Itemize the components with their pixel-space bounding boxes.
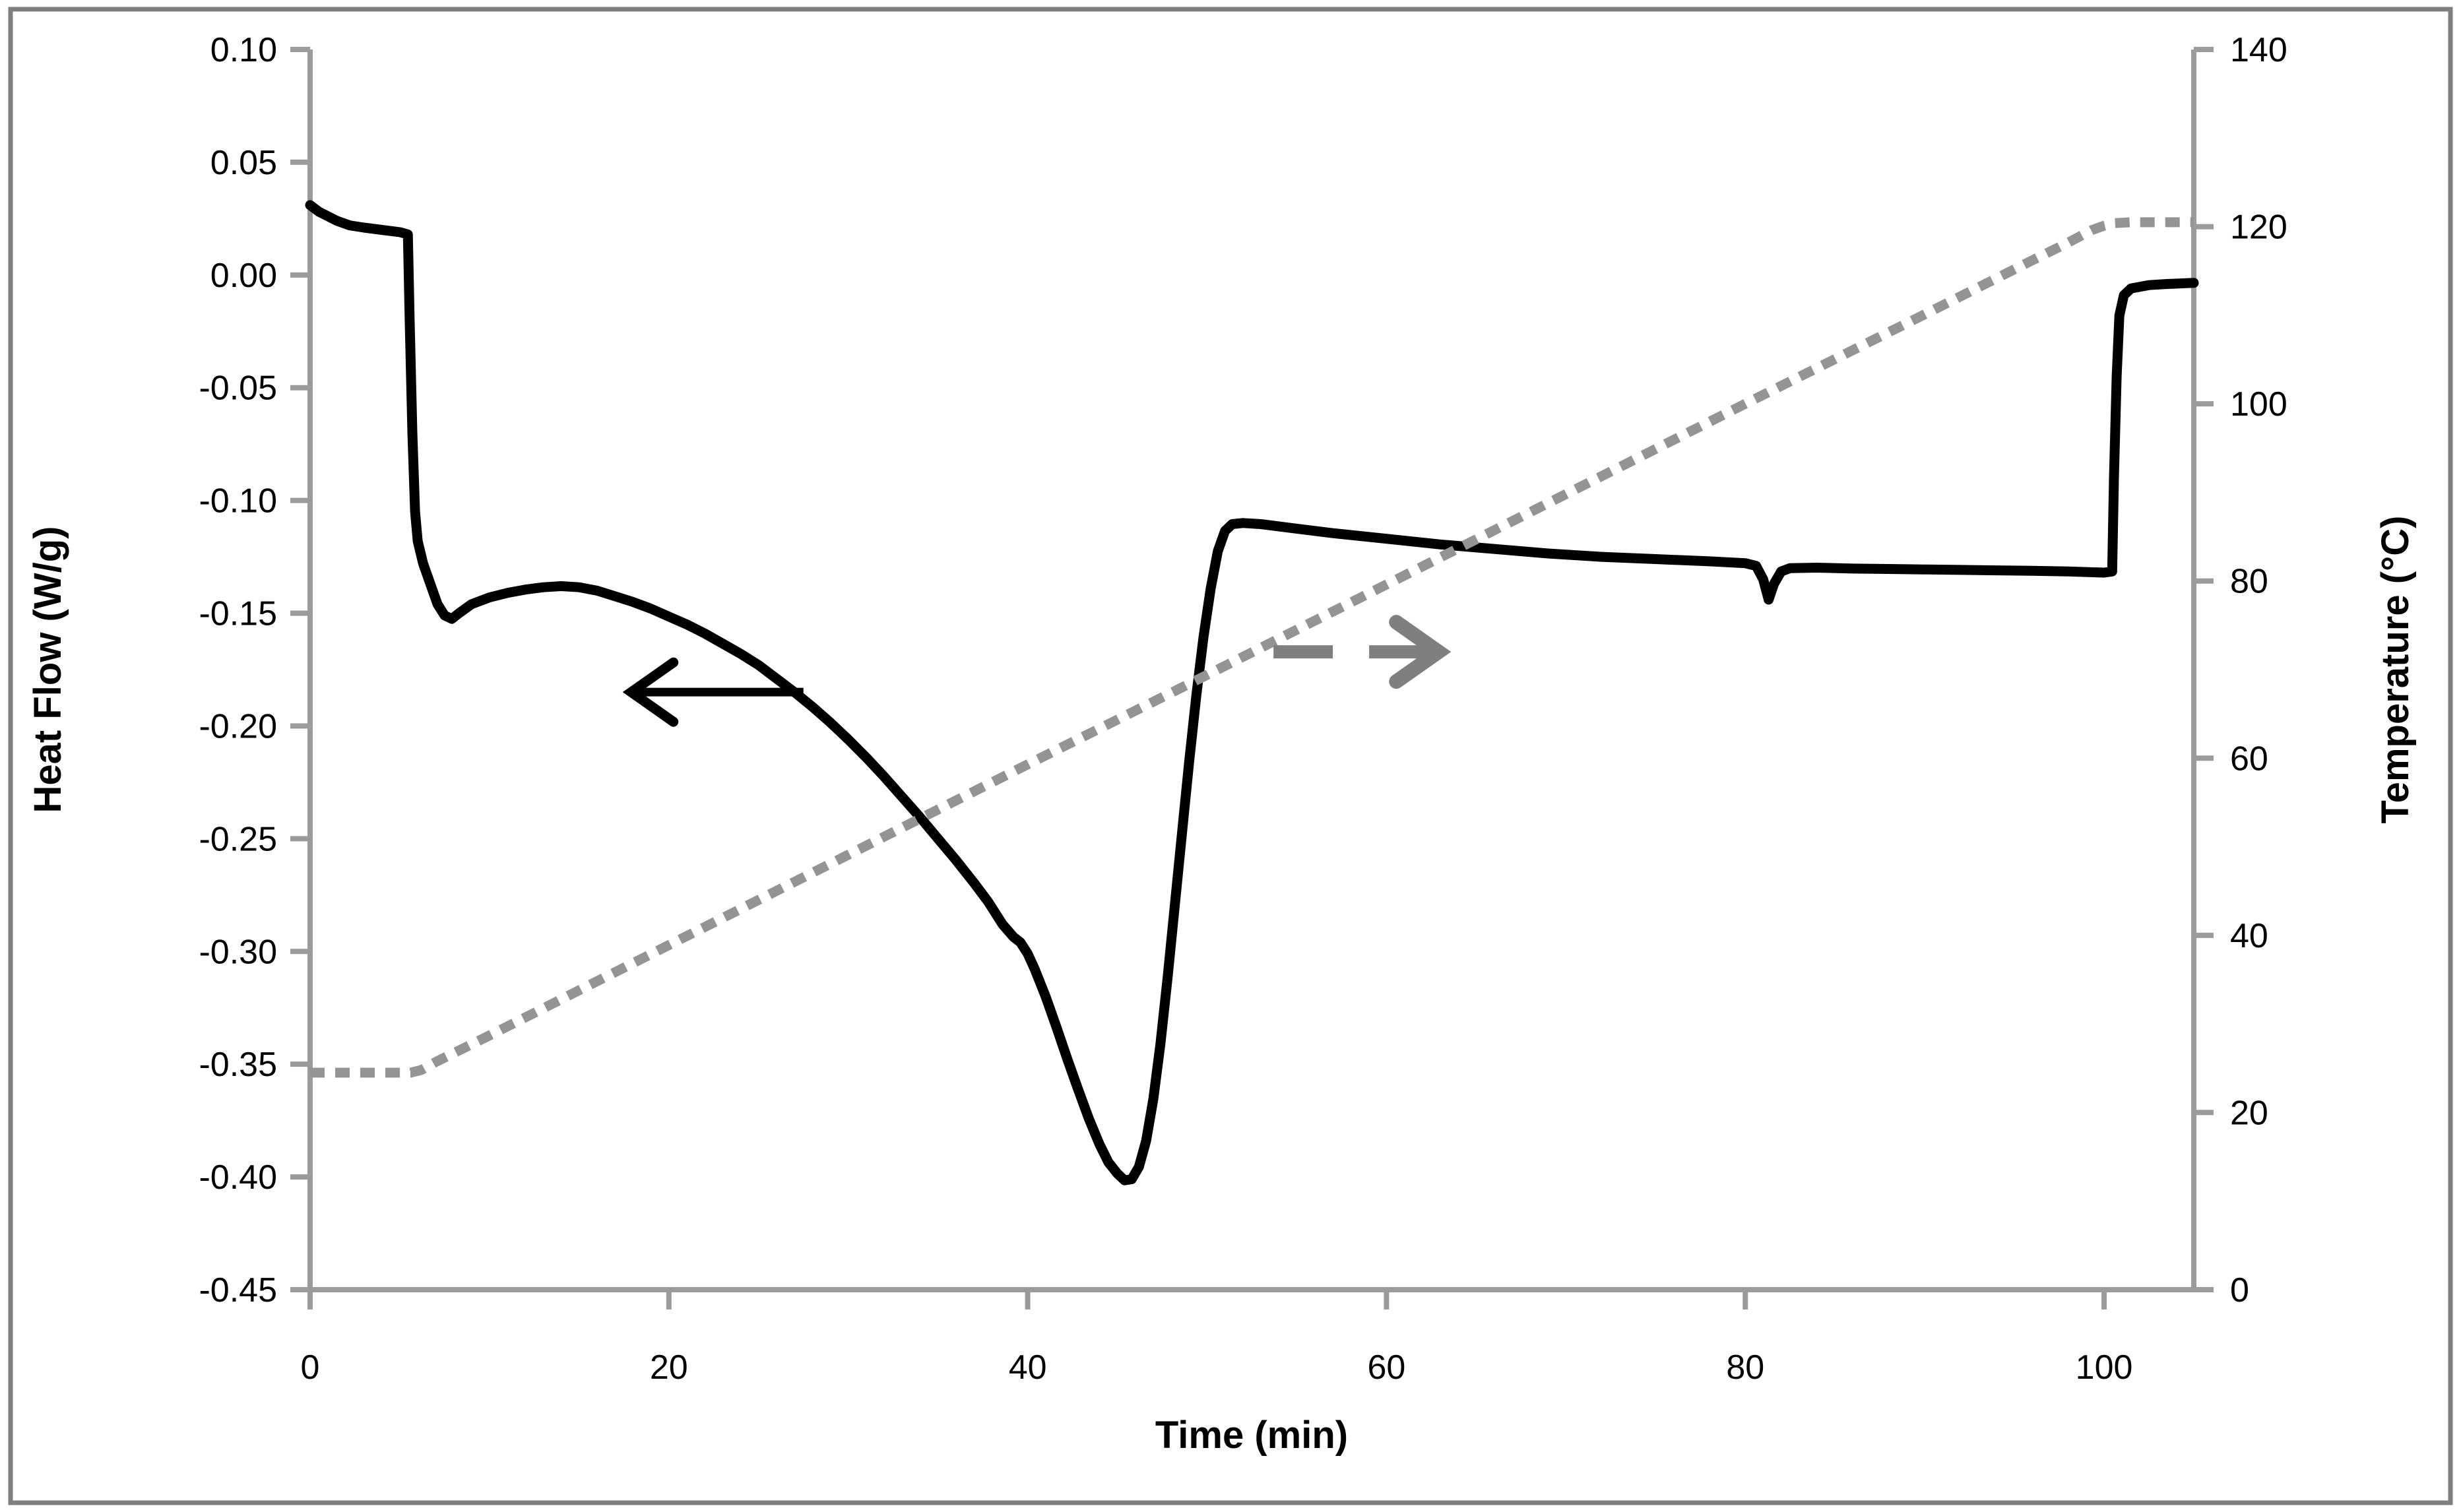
series-layer — [305, 200, 2199, 1185]
y-right-tick-label: 80 — [2230, 563, 2268, 601]
y-right-tick-label: 140 — [2230, 31, 2287, 69]
y-left-tick-label: -0.10 — [199, 482, 277, 520]
y-right-tick-label: 120 — [2230, 208, 2287, 247]
x-tick-label: 0 — [301, 1348, 320, 1387]
temperature-axis-arrow — [1273, 615, 1452, 689]
y-left-tick-label: 0.10 — [210, 31, 277, 69]
heat-flow-axis-arrow-head — [622, 657, 679, 727]
left-y-axis-title: Heat Flow (W/g) — [26, 526, 69, 813]
x-tick-label: 100 — [2076, 1348, 2133, 1387]
right-y-axis-title: Temperature (°C) — [2374, 516, 2417, 824]
y-left-tick-label: 0.00 — [210, 257, 277, 295]
y-left-tick-label: -0.05 — [199, 369, 277, 408]
temperature-axis-arrow-head — [1389, 615, 1452, 689]
y-right-tick-label: 40 — [2230, 917, 2268, 955]
y-left-tick-label: 0.05 — [210, 144, 277, 182]
y-right-tick-label: 0 — [2230, 1271, 2249, 1309]
heat-flow-axis-arrow — [622, 657, 804, 727]
y-left-tick-label: -0.15 — [199, 595, 277, 633]
y-left-tick-label: -0.25 — [199, 820, 277, 858]
heat-flow-curve — [305, 200, 2199, 1185]
x-tick-label: 80 — [1726, 1348, 1764, 1387]
y-right-tick-label: 60 — [2230, 740, 2268, 778]
x-axis-title: Time (min) — [1155, 1414, 1348, 1457]
y-left-tick-label: -0.30 — [199, 933, 277, 971]
x-tick-label: 60 — [1368, 1348, 1406, 1387]
annotation-layer — [622, 615, 1452, 727]
y-left-tick-label: -0.40 — [199, 1158, 277, 1197]
x-tick-label: 40 — [1009, 1348, 1047, 1387]
axes-layer: 0.10 0.05 0.00 -0.05 -0.10 -0.15 -0.20 -0.25 -0.… — [199, 31, 2287, 1387]
y-left-tick-label: -0.20 — [199, 707, 277, 745]
figure-border — [8, 7, 2453, 1505]
y-left-tick-label: -0.45 — [199, 1271, 277, 1309]
y-left-tick-label: -0.35 — [199, 1046, 277, 1084]
temperature-curve — [310, 217, 2194, 1078]
y-right-tick-label: 100 — [2230, 385, 2287, 424]
y-right-tick-label: 20 — [2230, 1094, 2268, 1132]
x-tick-label: 20 — [650, 1348, 688, 1387]
